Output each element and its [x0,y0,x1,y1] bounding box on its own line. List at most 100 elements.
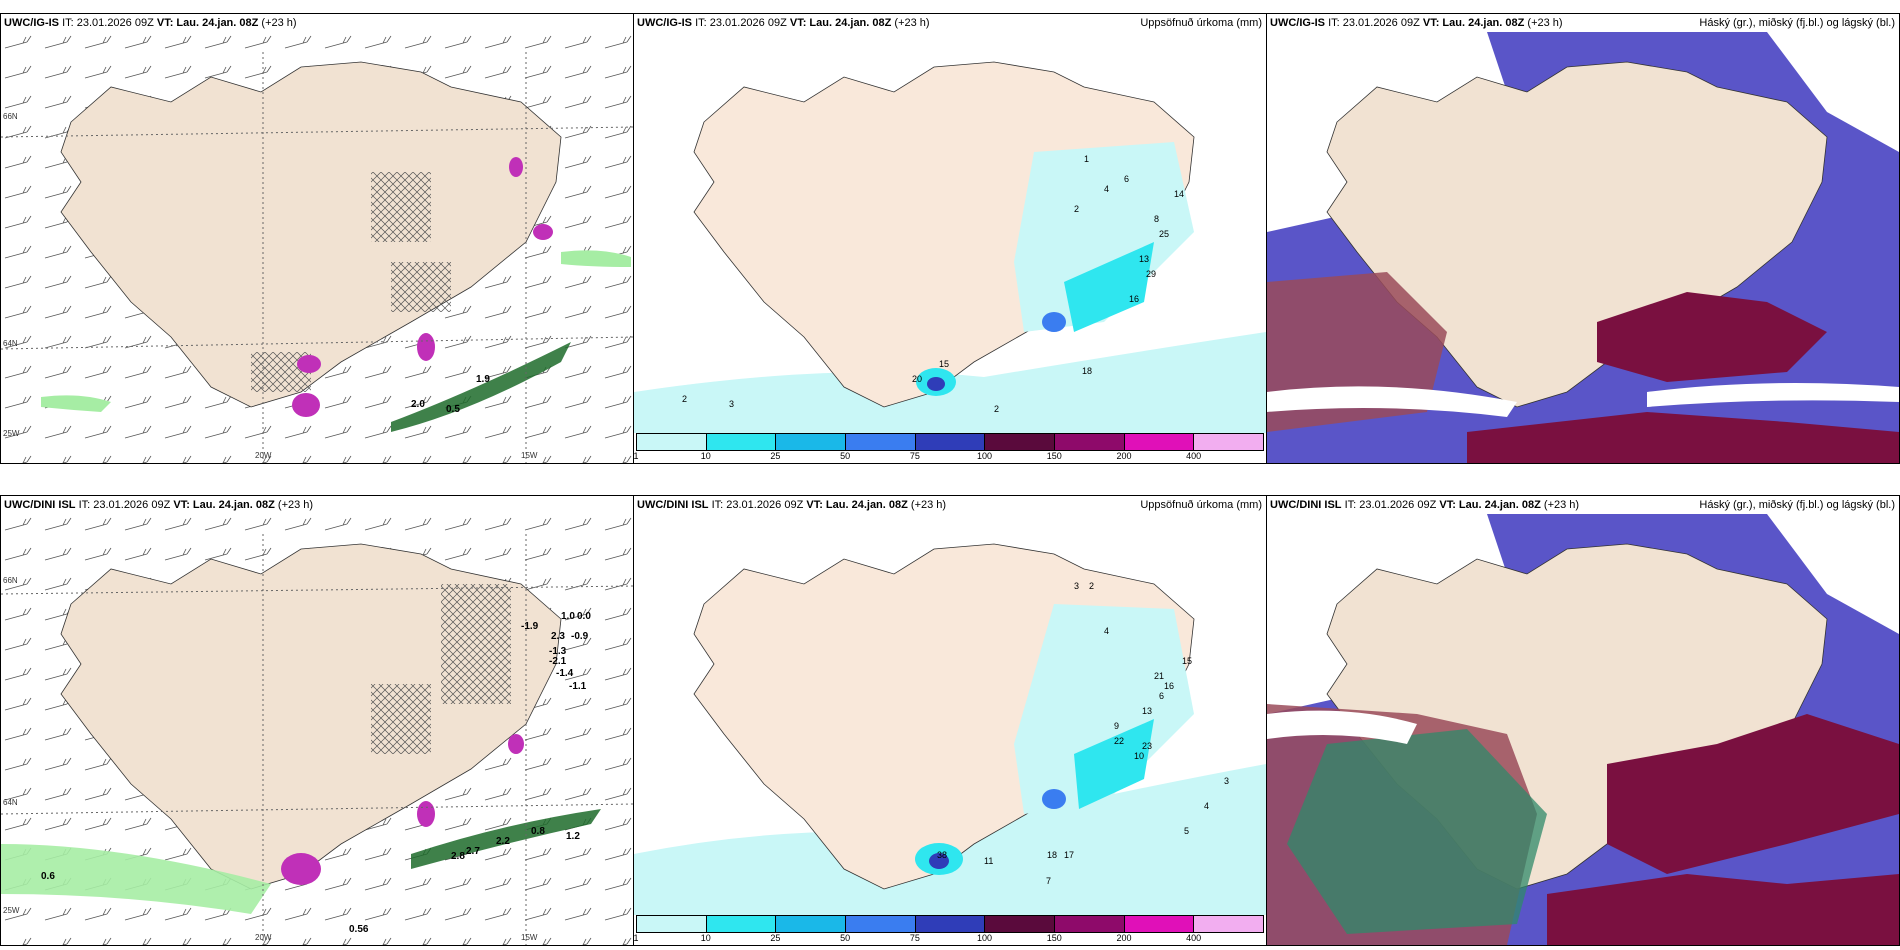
svg-text:3: 3 [729,399,734,409]
legend-swatch [915,916,986,932]
legend-tick: 100 [977,451,993,461]
panel-header: UWC/IG-IS IT: 23.01.2026 09Z VT: Lau. 24… [1267,14,1899,32]
cloud-map [1267,32,1899,463]
svg-text:-1.3: -1.3 [549,646,567,657]
svg-text:8: 8 [1154,214,1159,224]
legend-ticks: 1 10 25 50 75 100 150 200 400 [633,451,1264,463]
panel-cloud-top: UWC/IG-IS IT: 23.01.2026 09Z VT: Lau. 24… [1266,13,1900,464]
legend-swatch [1194,434,1264,450]
legend-tick: 1 [633,933,639,943]
svg-text:9: 9 [1114,721,1119,731]
svg-text:-1.9: -1.9 [521,621,539,632]
svg-text:17: 17 [1064,850,1074,860]
axis-label: 25W [3,429,20,438]
panel-header: UWC/IG-IS IT: 23.01.2026 09Z VT: Lau. 24… [634,14,1266,32]
svg-text:16: 16 [1129,294,1139,304]
svg-text:1: 1 [1084,154,1089,164]
legend-tick: 10 [700,933,711,943]
panel-header: UWC/DINI ISL IT: 23.01.2026 09Z VT: Lau.… [1267,496,1899,514]
svg-text:10: 10 [1134,751,1144,761]
svg-text:6: 6 [1124,174,1129,184]
svg-text:2.2: 2.2 [496,836,510,847]
iceland-land [60,543,562,890]
legend-tick: 10 [700,451,711,461]
precip-map: 3 2 4 6 15 21 16 13 9 10 23 38 22 18 17 … [634,514,1266,915]
legend-swatch [776,916,847,932]
legend-tick: 200 [1116,933,1132,943]
svg-text:14: 14 [1174,189,1184,199]
legend-tick: 400 [1186,933,1202,943]
svg-text:1.0: 1.0 [561,611,575,622]
svg-text:-0.9: -0.9 [571,631,589,642]
legend-colorbar [636,915,1264,933]
panel-title: Háský (gr.), miðský (fj.bl.) og lágský (… [1699,499,1895,511]
legend-swatch [706,916,777,932]
svg-text:5: 5 [1184,826,1189,836]
axis-label: 15W [521,933,538,942]
svg-text:2: 2 [1074,204,1079,214]
legend-tick: 50 [840,451,851,461]
legend-swatch [846,434,916,450]
panel-wind-bottom: UWC/DINI ISL IT: 23.01.2026 09Z VT: Lau.… [0,495,634,946]
svg-text:13: 13 [1139,254,1149,264]
svg-text:0.6: 0.6 [41,871,55,882]
legend-swatch [637,916,707,932]
legend-tick: 50 [840,933,851,943]
axis-label: 66N [3,576,18,585]
legend-tick: 1 [633,451,639,461]
legend-swatch [985,434,1056,450]
svg-text:23: 23 [1142,741,1152,751]
precip-legend: 1 10 25 50 75 100 150 200 400 [634,915,1266,945]
legend-ticks: 1 10 25 50 75 100 150 200 400 [633,933,1264,945]
iceland-land [60,61,562,408]
panel-precip-bottom: UWC/DINI ISL IT: 23.01.2026 09Z VT: Lau.… [633,495,1267,946]
legend-swatch [706,434,777,450]
svg-text:1.2: 1.2 [566,831,580,842]
svg-text:6: 6 [1159,691,1164,701]
legend-tick: 400 [1186,451,1202,461]
svg-text:7: 7 [1046,876,1051,886]
svg-text:1.9: 1.9 [476,374,490,385]
svg-text:15: 15 [939,359,949,369]
legend-swatch [1124,916,1195,932]
panel-title: Uppsöfnuð úrkoma (mm) [1140,499,1262,511]
svg-text:22: 22 [1114,736,1124,746]
precip-legend: 1 10 25 50 75 100 150 200 400 [634,433,1266,463]
panel-header: UWC/IG-IS IT: 23.01.2026 09Z VT: Lau. 24… [1,14,633,32]
panel-precip-top: UWC/IG-IS IT: 23.01.2026 09Z VT: Lau. 24… [633,13,1267,464]
wind-map: -1.9 -1.3 -2.1 -1.4 -1.1 1.0 0.0 -0.9 2.… [1,514,633,945]
svg-text:4: 4 [1204,801,1209,811]
axis-label: 15W [521,451,538,460]
svg-text:38: 38 [937,850,947,860]
axis-label: 20W [255,451,272,460]
svg-text:2.3: 2.3 [551,631,565,642]
legend-swatch [776,434,847,450]
legend-swatch [846,916,916,932]
svg-text:2: 2 [682,394,687,404]
legend-swatch [915,434,986,450]
axis-label: 25W [3,906,20,915]
legend-tick: 75 [909,933,920,943]
legend-tick: 150 [1046,933,1062,943]
svg-text:16: 16 [1164,681,1174,691]
legend-swatch [1055,434,1125,450]
svg-text:20: 20 [912,374,922,384]
svg-text:0.8: 0.8 [531,826,545,837]
svg-text:0.0: 0.0 [577,611,591,622]
svg-text:4: 4 [1104,184,1109,194]
legend-tick: 100 [977,933,993,943]
svg-text:11: 11 [984,856,993,866]
legend-tick: 25 [770,451,781,461]
svg-text:18: 18 [1082,366,1092,376]
svg-text:2.8: 2.8 [451,851,465,862]
panel-wind-top: UWC/IG-IS IT: 23.01.2026 09Z VT: Lau. 24… [0,13,634,464]
legend-tick: 25 [770,933,781,943]
legend-tick: 200 [1116,451,1132,461]
legend-tick: 75 [909,451,920,461]
axis-label: 20W [255,933,272,942]
legend-colorbar [636,433,1264,451]
svg-text:21: 21 [1154,671,1164,681]
svg-text:-1.4: -1.4 [556,668,574,679]
svg-text:-1.1: -1.1 [569,681,587,692]
cloud-map [1267,514,1899,945]
